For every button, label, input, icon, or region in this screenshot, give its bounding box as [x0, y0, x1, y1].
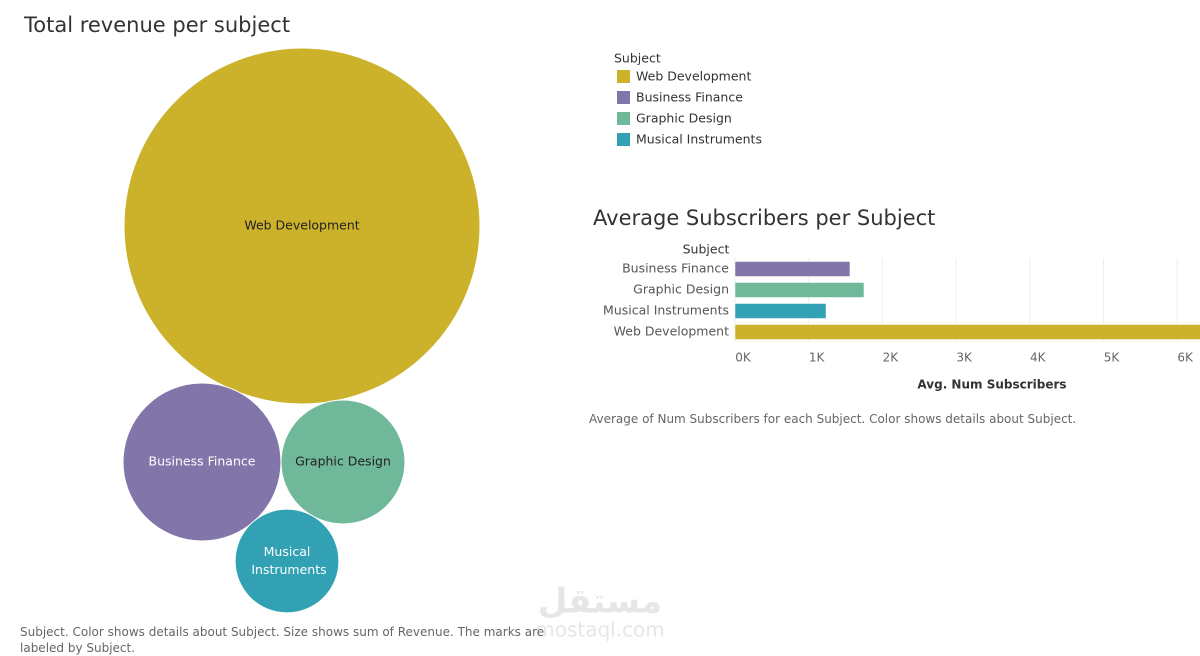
bubble-caption: Subject. Color shows details about Subje… — [20, 625, 545, 655]
y-tick-label: Web Development — [614, 324, 729, 339]
bubble-label: Musical Instruments — [247, 544, 326, 577]
bubble-title: Total revenue per subject — [23, 13, 290, 37]
x-axis-title: Avg. Num Subscribers — [917, 378, 1066, 392]
x-tick-label: 1K — [809, 351, 826, 365]
x-tick-label: 3K — [956, 351, 973, 365]
bar — [734, 261, 851, 277]
bubble-label: Graphic Design — [295, 454, 391, 469]
y-tick-label: Graphic Design — [633, 282, 729, 297]
bubble-label: Web Development — [244, 218, 359, 233]
legend-title: Subject — [614, 51, 661, 66]
y-tick-label: Business Finance — [622, 261, 729, 276]
y-tick-label: Musical Instruments — [603, 303, 729, 318]
y-axis-title: Subject — [683, 242, 730, 257]
bars — [734, 261, 1200, 340]
x-tick-label: 0K — [735, 351, 752, 365]
bubble — [280, 399, 406, 525]
bar — [734, 324, 1200, 340]
bar-caption: Average of Num Subscribers for each Subj… — [589, 412, 1077, 426]
legend-label: Musical Instruments — [636, 132, 762, 147]
x-tick-label: 4K — [1030, 351, 1047, 365]
legend-label: Business Finance — [636, 90, 743, 105]
legend-swatch — [617, 70, 630, 83]
watermark: mostaql.com — [535, 618, 665, 642]
legend-swatch — [617, 91, 630, 104]
bar-title: Average Subscribers per Subject — [593, 206, 935, 230]
bar — [734, 282, 865, 298]
legend-label: Web Development — [636, 69, 751, 84]
legend-swatch — [617, 133, 630, 146]
x-tick-label: 5K — [1104, 351, 1121, 365]
watermark: مستقل — [538, 582, 662, 622]
x-tick-label: 6K — [1177, 351, 1194, 365]
legend-swatch — [617, 112, 630, 125]
bubble-label: Business Finance — [149, 454, 256, 469]
bubble — [123, 47, 481, 405]
legend-label: Graphic Design — [636, 111, 732, 126]
bubble — [234, 508, 340, 614]
bar — [734, 303, 827, 319]
x-tick-label: 2K — [883, 351, 900, 365]
